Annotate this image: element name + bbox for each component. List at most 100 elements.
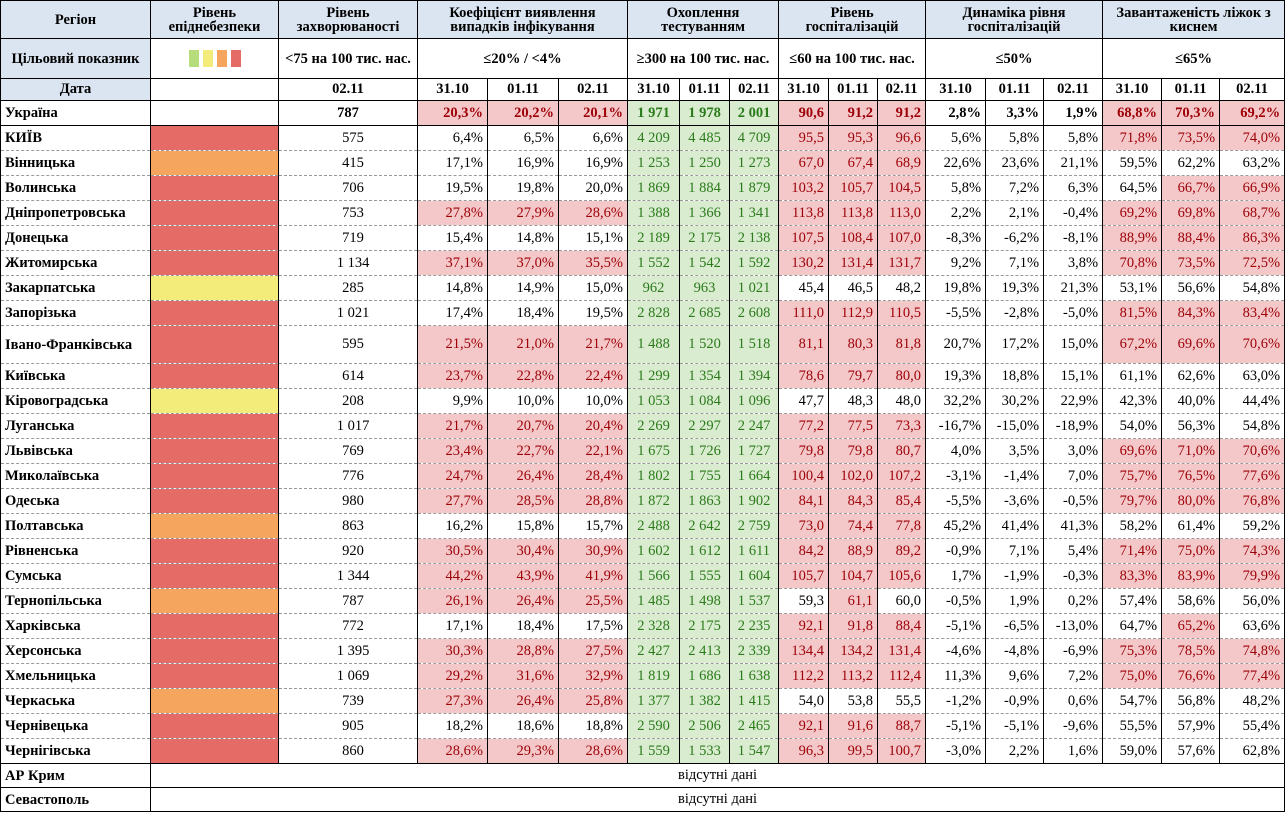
table-row: Чернівецька 905 18,2% 18,6% 18,8% 2 590 2 506 2… [0, 713, 1286, 739]
dynamics-cell: 6,3% [1043, 175, 1104, 201]
region-name: Полтавська [0, 513, 151, 539]
testing-cell: 962 [627, 275, 680, 301]
detection-cell: 15,4% [417, 225, 488, 251]
dynamics-cell: -1,9% [985, 563, 1045, 589]
hospital-cell: 110,5 [877, 300, 927, 326]
epi-level-swatch [150, 688, 279, 714]
detection-cell: 18,2% [417, 713, 488, 739]
detection-cell: 24,7% [417, 463, 488, 489]
detection-cell: 31,6% [487, 663, 559, 689]
dynamics-cell: -0,9% [985, 688, 1045, 714]
hospital-cell: 105,7 [778, 563, 830, 589]
target-incidence: <75 на 100 тис. нас. [278, 38, 418, 79]
epi-level-swatch [150, 638, 279, 664]
dynamics-cell: -15,0% [985, 413, 1045, 439]
hospital-cell: 73,3 [877, 413, 927, 439]
dynamics-cell: 5,8% [925, 175, 987, 201]
oxygen-cell: 76,6% [1161, 663, 1221, 689]
target-label: Цільовий показник [0, 38, 151, 79]
oxygen-cell: 44,4% [1219, 388, 1286, 414]
testing-cell: 2 427 [627, 638, 680, 664]
oxygen-cell: 57,9% [1161, 713, 1221, 739]
hospital-cell: 78,6 [778, 363, 830, 389]
dynamics-cell: 4,0% [925, 438, 987, 464]
testing-cell: 2 506 [679, 713, 730, 739]
detection-cell: 22,8% [487, 363, 559, 389]
hospital-cell: 130,2 [778, 250, 830, 276]
dynamics-cell: 7,0% [1043, 463, 1104, 489]
dynamics-cell: 7,1% [985, 250, 1045, 276]
hospital-cell: 80,0 [877, 363, 927, 389]
testing-cell: 2 175 [679, 225, 730, 251]
dynamics-cell: 2,8% [925, 100, 987, 126]
dynamics-cell: -4,6% [925, 638, 987, 664]
oxygen-cell: 42,3% [1102, 388, 1163, 414]
hospital-cell: 89,2 [877, 538, 927, 564]
table-row: Вінницька 415 17,1% 16,9% 16,9% 1 253 1 250 1 2… [0, 150, 1286, 176]
incidence-cell: 769 [278, 438, 418, 464]
ukraine-row: Україна 787 20,3% 20,2% 20,1% 1 971 1 978 2 001… [0, 100, 1286, 126]
dynamics-cell: 11,3% [925, 663, 987, 689]
dynamics-cell: -5,1% [985, 713, 1045, 739]
testing-cell: 1 612 [679, 538, 730, 564]
region-name: Черкаська [0, 688, 151, 714]
header-oxygen: Завантаженість ліжок з киснем [1102, 0, 1286, 39]
testing-cell: 1 021 [728, 275, 780, 301]
table-row: Івано-Франківська 595 21,5% 21,0% 21,7% 1 488… [0, 325, 1286, 364]
detection-cell: 22,7% [487, 438, 559, 464]
dynamics-cell: -18,9% [1043, 413, 1104, 439]
oxygen-cell: 68,7% [1219, 200, 1286, 226]
table-body: Україна 787 20,3% 20,2% 20,1% 1 971 1 978 2 001… [0, 100, 1286, 812]
detection-cell: 19,5% [558, 300, 628, 326]
oxygen-cell: 77,6% [1219, 463, 1286, 489]
dynamics-cell: -6,2% [985, 225, 1045, 251]
epi-level-swatch [150, 125, 279, 151]
testing-cell: 2 413 [679, 638, 730, 664]
oxygen-cell: 69,8% [1161, 200, 1221, 226]
incidence-cell: 1 069 [278, 663, 418, 689]
oxygen-cell: 72,5% [1219, 250, 1286, 276]
testing-cell: 1 971 [627, 100, 680, 126]
epi-level-swatch [150, 663, 279, 689]
dynamics-cell: 21,3% [1043, 275, 1104, 301]
detection-cell: 15,8% [487, 513, 559, 539]
incidence-cell: 787 [278, 100, 418, 126]
testing-cell: 1 485 [627, 588, 680, 614]
testing-cell: 1 537 [728, 588, 780, 614]
testing-cell: 1 341 [728, 200, 780, 226]
oxygen-cell: 75,3% [1102, 638, 1163, 664]
target-oxygen: ≤65% [1102, 38, 1286, 79]
detection-cell: 22,4% [558, 363, 628, 389]
oxygen-cell: 84,3% [1161, 300, 1221, 326]
detection-cell: 18,4% [487, 613, 559, 639]
dynamics-cell: -0,5% [925, 588, 987, 614]
detection-cell: 20,4% [558, 413, 628, 439]
oxygen-cell: 66,9% [1219, 175, 1286, 201]
hospital-cell: 131,4 [828, 250, 879, 276]
dynamics-cell: 22,9% [1043, 388, 1104, 414]
hospital-cell: 104,7 [828, 563, 879, 589]
hospital-cell: 96,3 [778, 738, 830, 764]
epi-level-swatch [150, 438, 279, 464]
oxygen-cell: 71,0% [1161, 438, 1221, 464]
incidence-cell: 1 021 [278, 300, 418, 326]
detection-cell: 20,7% [487, 413, 559, 439]
dynamics-cell: 20,7% [925, 325, 987, 364]
date-tst-1: 31.10 [627, 78, 680, 101]
hospital-cell: 113,8 [778, 200, 830, 226]
dynamics-cell: 22,6% [925, 150, 987, 176]
dynamics-cell: -13,0% [1043, 613, 1104, 639]
testing-cell: 1 863 [679, 488, 730, 514]
hospital-cell: 77,5 [828, 413, 879, 439]
oxygen-cell: 55,4% [1219, 713, 1286, 739]
hospital-cell: 77,2 [778, 413, 830, 439]
testing-cell: 1 872 [627, 488, 680, 514]
hospital-cell: 67,4 [828, 150, 879, 176]
oxygen-cell: 71,8% [1102, 125, 1163, 151]
incidence-cell: 753 [278, 200, 418, 226]
dynamics-cell: -1,2% [925, 688, 987, 714]
testing-cell: 1 802 [627, 463, 680, 489]
testing-cell: 1 552 [627, 250, 680, 276]
detection-cell: 37,1% [417, 250, 488, 276]
dynamics-cell: 2,1% [985, 200, 1045, 226]
